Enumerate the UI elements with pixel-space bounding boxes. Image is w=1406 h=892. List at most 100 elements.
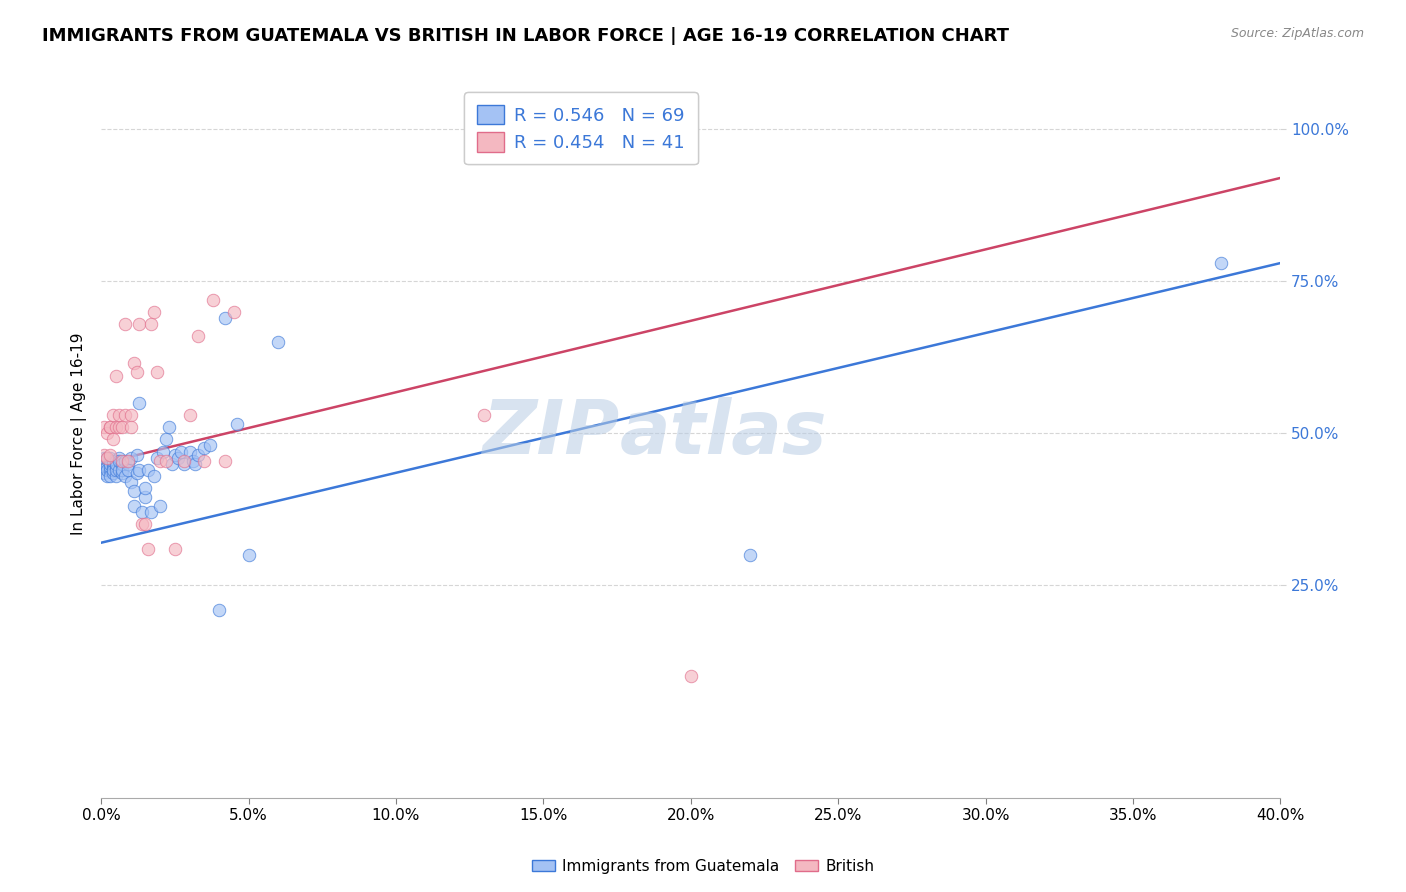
Point (98, 448, 121, 462)
Point (93, 466, 115, 480)
Point (120, 450, 142, 465)
Point (155, 433, 177, 447)
Point (187, 448, 209, 462)
Point (98, 450, 121, 465)
Point (157, 420, 180, 434)
Point (114, 453, 136, 467)
Point (93, 420, 115, 434)
Point (117, 457, 139, 471)
Point (125, 366, 148, 380)
Point (200, 438, 222, 452)
Point (93, 450, 115, 465)
Point (170, 444, 193, 458)
Point (214, 453, 236, 467)
Point (179, 408, 201, 422)
Point (193, 453, 215, 467)
Point (214, 310, 236, 325)
Point (173, 457, 195, 471)
Point (96, 450, 118, 465)
Point (141, 505, 163, 519)
Point (136, 463, 159, 477)
Point (146, 450, 169, 465)
Point (179, 444, 201, 458)
Point (163, 541, 186, 556)
Point (136, 541, 159, 556)
Point (101, 453, 124, 467)
Point (104, 457, 127, 471)
Point (184, 457, 207, 471)
Point (134, 517, 156, 532)
Point (96, 463, 118, 477)
Point (104, 468, 127, 483)
Point (141, 317, 163, 331)
Point (225, 417, 247, 432)
Text: ZIP: ZIP (482, 397, 620, 470)
Point (98, 457, 121, 471)
Point (104, 368, 127, 383)
Point (111, 457, 134, 471)
Text: Source: ZipAtlas.com: Source: ZipAtlas.com (1230, 27, 1364, 40)
Point (104, 463, 127, 477)
Point (187, 329, 209, 343)
Point (111, 420, 134, 434)
Point (125, 448, 148, 462)
Point (93, 448, 115, 462)
Point (114, 468, 136, 483)
Point (222, 304, 245, 318)
Point (1211, 256, 1233, 270)
Point (160, 457, 183, 471)
Point (108, 450, 131, 465)
Point (143, 468, 166, 483)
Point (122, 484, 145, 499)
Point (131, 517, 153, 532)
Point (96, 459, 118, 474)
Point (96, 426, 118, 441)
Point (98, 463, 121, 477)
Point (98, 420, 121, 434)
Point (120, 475, 142, 489)
Point (122, 500, 145, 514)
Point (134, 481, 156, 495)
Point (128, 317, 150, 331)
Point (208, 602, 231, 616)
Point (101, 433, 124, 447)
Point (101, 466, 124, 480)
Point (143, 304, 166, 318)
Point (238, 548, 260, 562)
Point (98, 459, 121, 474)
Point (120, 420, 142, 434)
Point (679, 669, 702, 683)
Point (108, 463, 131, 477)
Point (120, 408, 142, 422)
Point (149, 500, 172, 514)
Point (267, 335, 290, 350)
Point (146, 366, 169, 380)
Point (111, 466, 134, 480)
Point (96, 450, 118, 465)
Point (202, 293, 225, 307)
Point (131, 505, 153, 519)
Point (122, 356, 145, 370)
Point (108, 453, 131, 467)
Point (125, 466, 148, 480)
Point (128, 396, 150, 410)
Text: IMMIGRANTS FROM GUATEMALA VS BRITISH IN LABOR FORCE | AGE 16-19 CORRELATION CHAR: IMMIGRANTS FROM GUATEMALA VS BRITISH IN … (42, 27, 1010, 45)
Legend: R = 0.546   N = 69, R = 0.454   N = 41: R = 0.546 N = 69, R = 0.454 N = 41 (464, 92, 697, 164)
Point (163, 448, 186, 462)
Point (108, 408, 131, 422)
Point (98, 468, 121, 483)
Point (128, 463, 150, 477)
Point (173, 453, 195, 467)
Point (149, 453, 172, 467)
Legend: Immigrants from Guatemala, British: Immigrants from Guatemala, British (526, 853, 880, 880)
Point (193, 442, 215, 456)
Point (114, 408, 136, 422)
Y-axis label: In Labor Force | Age 16-19: In Labor Force | Age 16-19 (72, 332, 87, 534)
Point (155, 453, 177, 467)
Point (104, 420, 127, 434)
Point (104, 459, 127, 474)
Point (93, 459, 115, 474)
Point (111, 463, 134, 477)
Point (117, 453, 139, 467)
Point (101, 459, 124, 474)
